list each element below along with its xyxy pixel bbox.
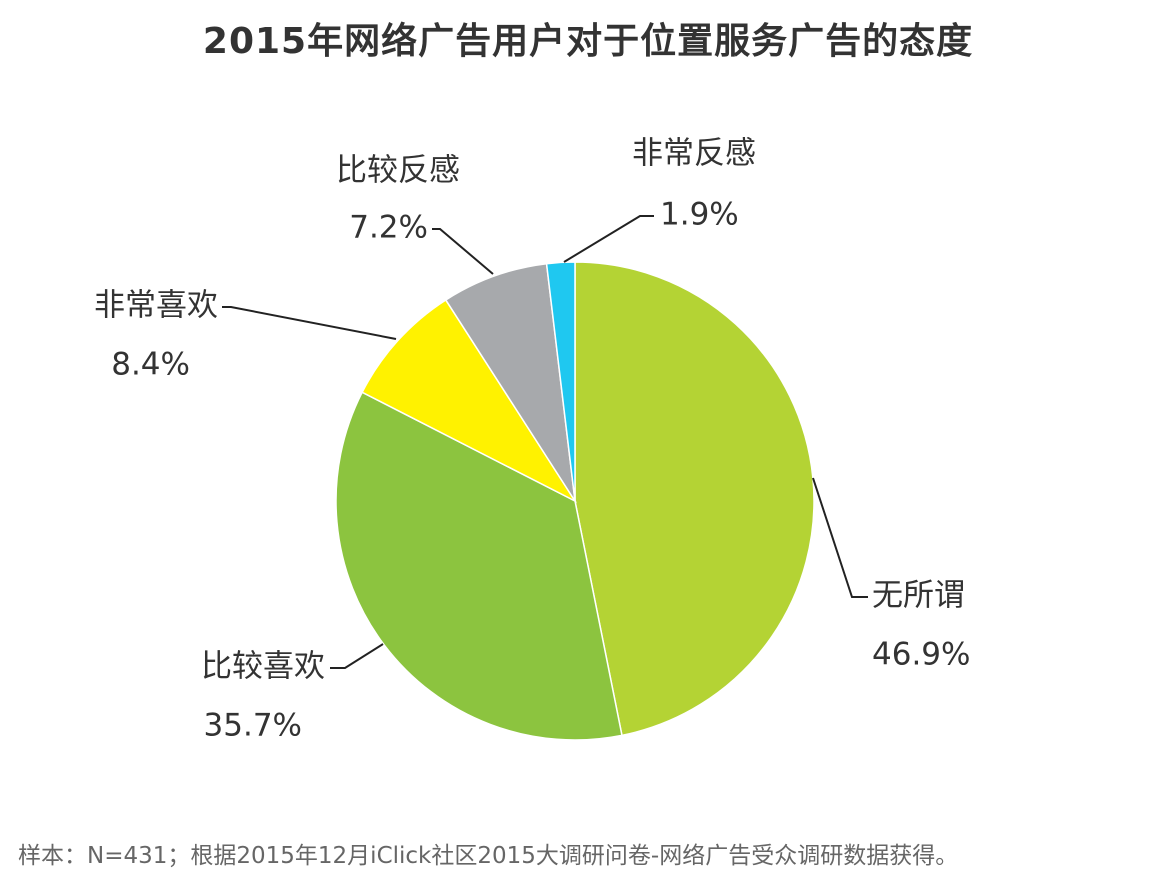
slice-label-2: 比较喜欢 [201,649,325,685]
slice-value-label-4: 7.2% [349,210,428,246]
leader-line-1 [812,477,868,598]
pie-slice-1 [574,261,815,737]
leader-line-2 [330,643,384,669]
leader-lines [222,215,868,669]
pie-slice-4 [444,262,576,502]
slice-value-label-3: 8.4% [111,347,190,383]
slice-label-3: 非常喜欢 [94,288,218,324]
slice-label-5: 非常反感 [632,136,756,172]
pie-slice-5 [545,261,576,502]
leader-line-5 [563,215,654,263]
chart-title: 2015年网络广告用户对于位置服务广告的态度 [202,21,974,62]
slice-label-4: 比较反感 [336,153,460,189]
slice-value-label-1: 46.9% [872,637,970,673]
slice-labels: 无所谓 46.9% 比较喜欢 35.7% 非常喜欢 8.4% 比较反感 7.2% 非常反感 1.9… [94,136,970,744]
pie-slices [335,261,815,741]
pie-slice-3 [361,298,578,503]
slice-label-1: 无所谓 [872,578,965,614]
leader-line-4 [432,228,494,275]
slice-value-label-5: 1.9% [660,197,739,233]
source-note: 样本：N=431；根据2015年12月iClick社区2015大调研问卷-网络广… [18,843,959,869]
leader-line-3 [222,306,397,340]
pie-slice-2 [335,391,623,741]
slice-value-label-2: 35.7% [204,708,302,744]
